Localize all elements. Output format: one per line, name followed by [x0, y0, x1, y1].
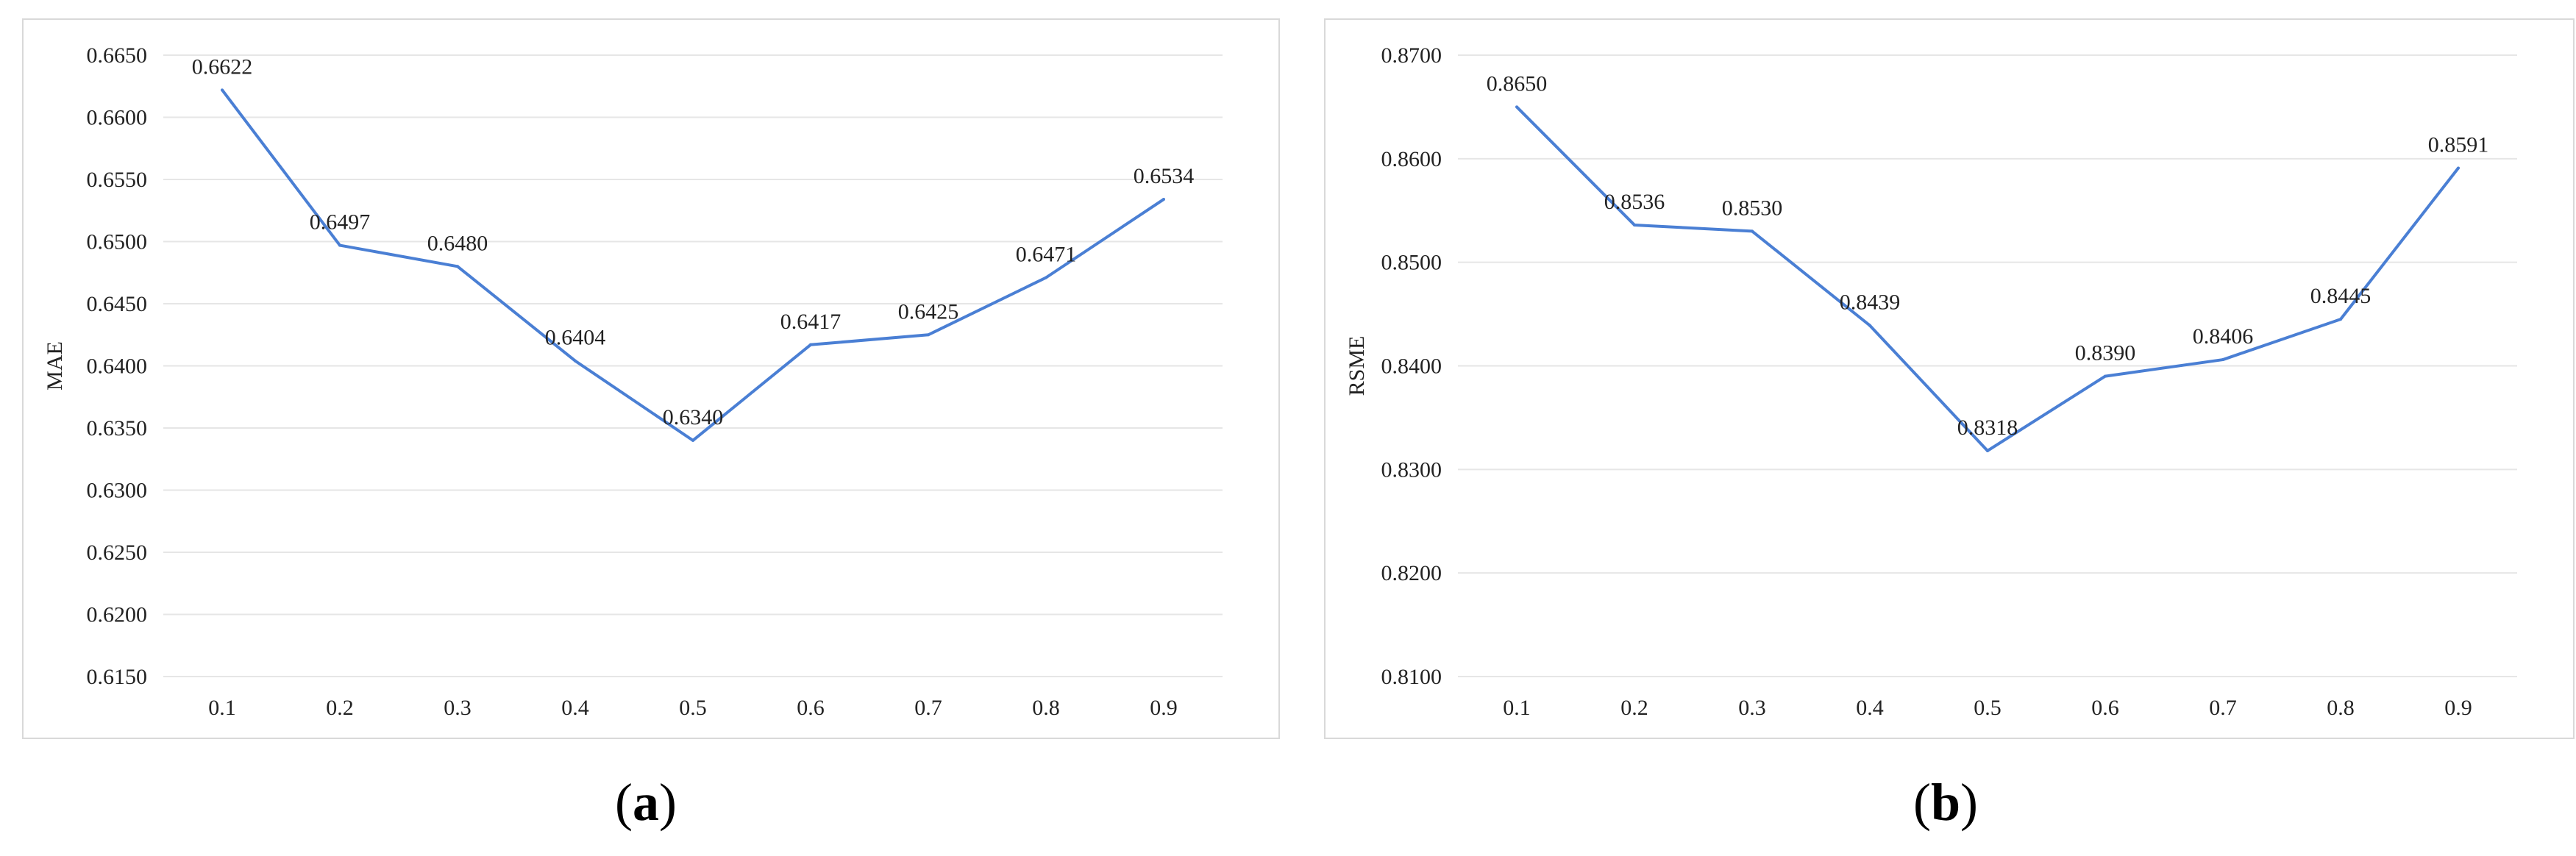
chart-0-x-tick-label: 0.3 [444, 696, 472, 720]
caption-a-letter: a [633, 773, 659, 832]
chart-0-x-tick-label: 0.8 [1032, 696, 1060, 720]
chart-0-data-label: 0.6497 [310, 210, 371, 235]
chart-0-y-tick-label: 0.6200 [87, 603, 148, 627]
chart-0-data-label: 0.6471 [1016, 243, 1077, 267]
chart-0-data-point [221, 88, 224, 92]
caption-b-letter: b [1930, 773, 1961, 832]
chart-0-x-tick-label: 0.5 [679, 696, 707, 720]
chart-1-data-point [2221, 358, 2224, 362]
chart-0-data-label: 0.6404 [545, 326, 606, 350]
chart-1-data-point [1751, 229, 1754, 233]
chart-0-data-point [456, 265, 459, 268]
chart-0-y-tick-label: 0.6600 [87, 106, 148, 130]
chart-1-x-tick-label: 0.3 [1738, 696, 1766, 720]
chart-1-x-tick-label: 0.2 [1620, 696, 1648, 720]
chart-panel-mae: 0.6150 0.6200 0.6250 0.6300 0.6350 0.6400 0.64… [22, 18, 1280, 739]
chart-1-x-tick-label: 0.8 [2327, 696, 2355, 720]
chart-0-data-label: 0.6425 [898, 299, 959, 324]
chart-1-data-point [1868, 324, 1871, 327]
chart-1-x-tick-label: 0.7 [2209, 696, 2237, 720]
chart-0-data-label: 0.6622 [192, 54, 253, 79]
chart-0-data-point [574, 359, 577, 363]
chart-0-y-axis-title: MAE [43, 341, 67, 390]
chart-1-data-label: 0.8318 [1957, 415, 2018, 440]
chart-0-data-label: 0.6534 [1134, 164, 1195, 188]
chart-0-data-label: 0.6340 [663, 405, 724, 429]
chart-0-y-tick-label: 0.6650 [87, 43, 148, 68]
chart-1-data-label: 0.8390 [2075, 341, 2136, 365]
chart-1-data-label: 0.8650 [1487, 71, 1548, 96]
chart-0-x-tick-label: 0.1 [208, 696, 236, 720]
chart-1-data-label: 0.8530 [1722, 196, 1783, 220]
chart-1-x-tick-label: 0.1 [1503, 696, 1531, 720]
chart-1-data-point [2457, 166, 2460, 170]
chart-1-y-tick-label: 0.8300 [1381, 457, 1442, 482]
chart-panel-rsme: 0.8100 0.8200 0.8300 0.8400 0.8500 0.8600 0.87… [1324, 18, 2575, 739]
chart-rsme-svg: 0.8100 0.8200 0.8300 0.8400 0.8500 0.8600 0.87… [1345, 43, 2517, 720]
chart-1-x-tick-label: 0.9 [2444, 696, 2472, 720]
chart-0-data-label: 0.6417 [780, 310, 842, 334]
chart-1-data-point [2104, 374, 2107, 378]
chart-0-y-tick-label: 0.6450 [87, 292, 148, 316]
chart-1-x-tick-label: 0.4 [1856, 696, 1884, 720]
chart-1-x-tick-label: 0.5 [1974, 696, 2002, 720]
chart-0-y-tick-label: 0.6550 [87, 168, 148, 192]
chart-1-data-point [1633, 223, 1636, 227]
chart-0-data-point [691, 438, 694, 442]
chart-mae-svg: 0.6150 0.6200 0.6250 0.6300 0.6350 0.6400 0.64… [43, 43, 1223, 720]
chart-0-y-tick-label: 0.6150 [87, 665, 148, 689]
caption-b: (b) [1913, 773, 1978, 832]
chart-1-y-tick-label: 0.8400 [1381, 354, 1442, 379]
chart-0-y-tick-label: 0.6250 [87, 541, 148, 565]
chart-0-data-point [1162, 198, 1165, 201]
chart-1-y-axis-title: RSME [1345, 336, 1369, 396]
chart-1-data-point [1986, 449, 1989, 452]
chart-1-data-point [2339, 318, 2342, 321]
chart-0-x-tick-label: 0.7 [914, 696, 942, 720]
chart-1-y-tick-label: 0.8600 [1381, 147, 1442, 171]
chart-1-x-tick-label: 0.6 [2091, 696, 2119, 720]
chart-0-x-tick-label: 0.2 [326, 696, 354, 720]
caption-a: (a) [615, 773, 677, 832]
chart-1-data-label: 0.8439 [1840, 290, 1901, 315]
chart-0-data-label: 0.6480 [427, 231, 488, 255]
chart-0-y-tick-label: 0.6350 [87, 416, 148, 441]
chart-0-x-tick-label: 0.9 [1150, 696, 1178, 720]
chart-1-y-tick-label: 0.8700 [1381, 43, 1442, 68]
chart-1-data-label: 0.8591 [2428, 133, 2489, 157]
chart-0-y-tick-label: 0.6500 [87, 230, 148, 254]
chart-1-data-label: 0.8406 [2193, 324, 2254, 349]
chart-0-data-point [1045, 276, 1047, 279]
chart-1-y-tick-label: 0.8100 [1381, 665, 1442, 689]
chart-0-data-point [927, 333, 930, 337]
chart-0-x-tick-label: 0.6 [797, 696, 825, 720]
chart-1-data-point [1515, 105, 1518, 109]
chart-1-data-label: 0.8445 [2310, 284, 2372, 308]
chart-0-data-point [809, 343, 812, 346]
chart-1-y-tick-label: 0.8500 [1381, 251, 1442, 275]
chart-0-y-tick-label: 0.6400 [87, 354, 148, 379]
chart-0-y-tick-label: 0.6300 [87, 479, 148, 503]
chart-1-y-tick-label: 0.8200 [1381, 561, 1442, 585]
chart-0-data-point [338, 243, 341, 247]
chart-0-x-tick-label: 0.4 [561, 696, 589, 720]
chart-1-data-label: 0.8536 [1604, 190, 1665, 214]
